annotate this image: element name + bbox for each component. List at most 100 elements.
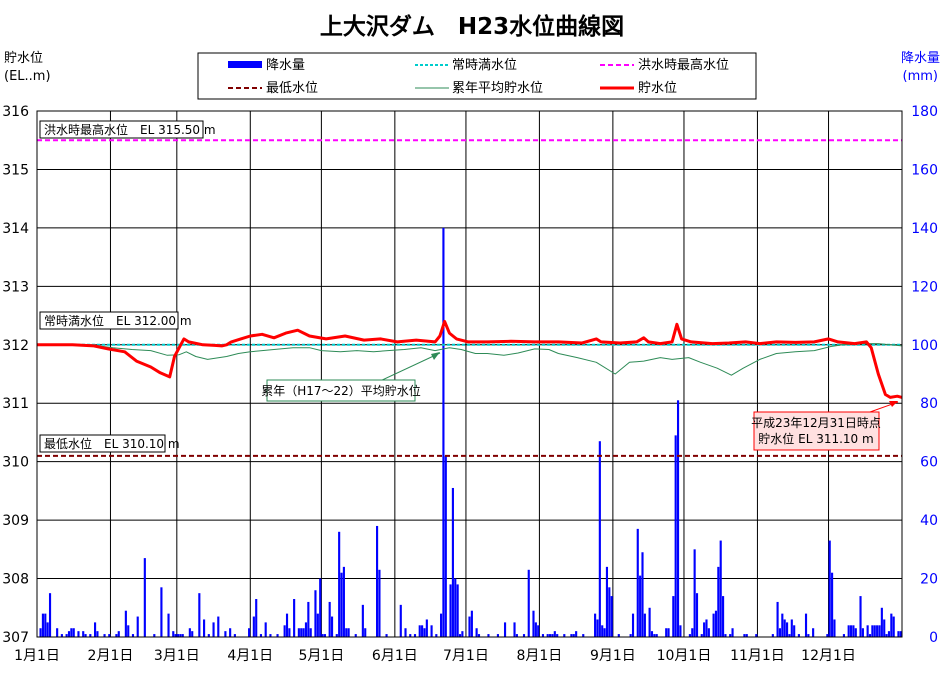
average-callout-arrowhead	[431, 352, 440, 360]
rain-bar	[70, 628, 73, 637]
y-left-tick-label: 315	[2, 162, 29, 178]
x-tick-label: 6月1日	[372, 648, 418, 664]
y-left-tick-label: 316	[2, 104, 29, 120]
y-left-tick-label: 313	[2, 279, 29, 295]
rain-bar	[174, 634, 177, 637]
y-right-tick-label: 160	[911, 162, 938, 178]
rain-bar	[378, 569, 381, 637]
rain-bar	[513, 622, 516, 637]
rain-bar	[487, 634, 490, 637]
rain-bar	[859, 596, 862, 637]
rain-bar	[570, 634, 573, 637]
rain-bar	[421, 625, 424, 637]
y-right-tick-label: 0	[929, 630, 938, 646]
rain-bar	[601, 625, 604, 637]
rain-bar	[631, 613, 635, 637]
rain-bar	[695, 593, 699, 637]
rain-bar	[724, 634, 727, 637]
rain-bar	[314, 590, 317, 637]
x-tick-label: 2月1日	[88, 648, 134, 664]
y-left-tick-label: 310	[2, 455, 29, 471]
rain-bar	[103, 634, 106, 637]
rain-bar	[743, 634, 746, 637]
rain-bar	[444, 455, 447, 637]
rain-bar	[842, 634, 846, 637]
rain-bar	[688, 634, 691, 637]
rain-bar	[847, 625, 850, 637]
rain-bar	[143, 558, 146, 637]
rain-bar	[899, 631, 902, 637]
rain-bar	[435, 634, 438, 637]
rain-bar	[229, 628, 232, 637]
average-level-line	[37, 343, 903, 376]
rain-bar	[404, 628, 407, 637]
rain-bar	[693, 549, 696, 637]
rain-bar	[551, 634, 554, 637]
rain-bar	[537, 625, 540, 637]
rain-bar	[39, 628, 42, 637]
rain-bar	[605, 566, 609, 637]
rain-bar	[534, 622, 537, 637]
rain-bar	[556, 634, 559, 637]
rain-bar	[828, 540, 831, 637]
rain-bar	[283, 625, 286, 637]
rain-bar	[849, 625, 853, 637]
rain-bar	[667, 628, 670, 637]
rain-bar	[778, 628, 782, 637]
rain-bar	[461, 631, 464, 637]
rain-bar	[873, 625, 876, 637]
rain-bar	[532, 610, 535, 637]
rain-bar	[454, 578, 457, 637]
rain-bar	[269, 634, 272, 637]
legend-label-minimum: 最低水位	[266, 81, 318, 96]
rain-bars	[39, 227, 902, 637]
average-callout-text: 累年（H17～22）平均貯水位	[261, 383, 421, 398]
rain-bar	[203, 619, 206, 637]
rain-bar	[563, 634, 566, 637]
rain-bar	[304, 622, 308, 637]
rain-bar	[781, 613, 784, 637]
rain-bar	[328, 601, 331, 637]
rain-bar	[93, 622, 97, 637]
y-left-label: 貯水位	[4, 51, 43, 66]
rain-bar	[179, 634, 182, 637]
rain-bar	[335, 634, 338, 637]
rain-bar	[176, 634, 180, 637]
rain-bar	[546, 634, 549, 637]
rain-bar	[785, 622, 789, 637]
rain-bar	[188, 628, 191, 637]
y-left-tick-label: 308	[2, 572, 29, 588]
rain-bar	[731, 628, 734, 637]
rain-bar	[323, 634, 327, 637]
rain-bar	[596, 619, 599, 637]
reference-lines	[37, 139, 902, 457]
rain-bar	[117, 631, 120, 637]
y-left-unit: (EL..m)	[4, 69, 51, 84]
rain-bar	[153, 634, 156, 637]
rain-bar	[776, 601, 779, 637]
rain-bar	[468, 616, 471, 637]
normal-full-label: 常時満水位 EL 312.00 m	[44, 313, 192, 328]
rain-bar	[399, 604, 402, 637]
rain-bar	[496, 634, 500, 637]
level-lines	[37, 319, 903, 399]
rain-bar	[826, 634, 829, 637]
rain-bar	[376, 525, 379, 637]
rain-bar	[854, 628, 857, 637]
rain-bar	[650, 631, 654, 637]
flood-max-label-box	[39, 120, 204, 139]
rain-bar	[771, 634, 774, 637]
rain-bar	[46, 622, 49, 637]
rain-bar	[890, 613, 893, 637]
rain-bar	[883, 619, 886, 637]
rain-bar	[89, 634, 92, 637]
rain-bar	[703, 622, 706, 637]
rain-bar	[82, 631, 85, 637]
x-tick-label: 11月1日	[730, 648, 785, 664]
rain-bar	[423, 628, 426, 637]
rain-bar	[77, 631, 80, 637]
rain-bar	[191, 631, 194, 637]
rain-bar	[714, 610, 718, 637]
